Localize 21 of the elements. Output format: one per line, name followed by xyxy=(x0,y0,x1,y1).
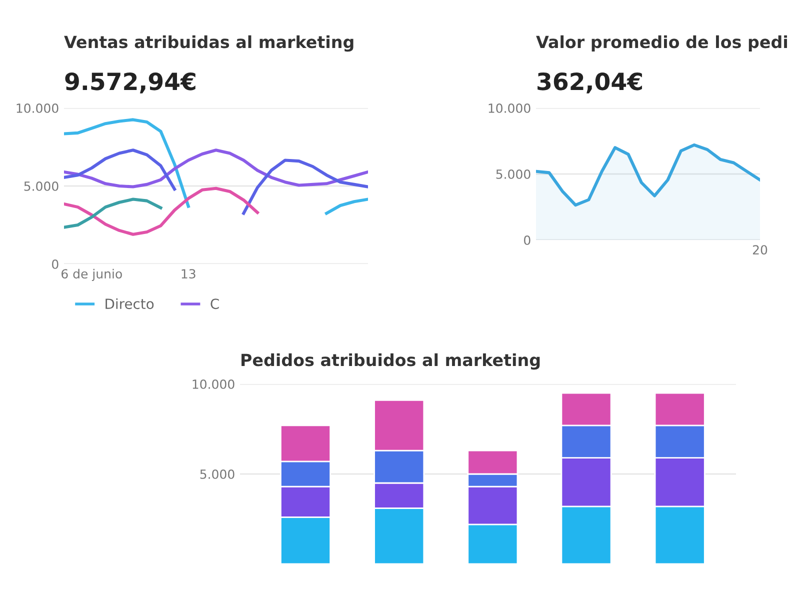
chart-title: Valor promedio de los pedi xyxy=(536,35,787,52)
y-tick-label: 5.000 xyxy=(496,169,530,179)
y-tick-label: 10.000 xyxy=(488,103,530,113)
chart-title: Pedidos atribuidos al marketing xyxy=(242,353,540,370)
x-tick-label: 6 de junio xyxy=(62,268,122,281)
chart-title: Ventas atribuidas al marketing xyxy=(64,35,354,52)
y-tick-label: 0 xyxy=(524,235,530,245)
x-tick-label: 20 xyxy=(752,245,768,255)
y-tick-label: 5.000 xyxy=(24,181,58,191)
chart-subtitle: 362,04€ xyxy=(538,72,642,94)
legend-label: Directo xyxy=(106,298,154,310)
legend-label: C xyxy=(210,298,219,310)
chart-subtitle: 9.572,94€ xyxy=(65,72,196,94)
y-tick-label: 5.000 xyxy=(200,469,234,479)
y-tick-label: 10.000 xyxy=(16,103,58,113)
line-series xyxy=(64,198,162,229)
line-series xyxy=(64,186,259,236)
y-tick-label: 10.000 xyxy=(192,379,234,389)
y-tick-label: 0 xyxy=(52,259,58,269)
x-tick-label: 13 xyxy=(182,269,196,279)
line-series xyxy=(64,148,368,188)
